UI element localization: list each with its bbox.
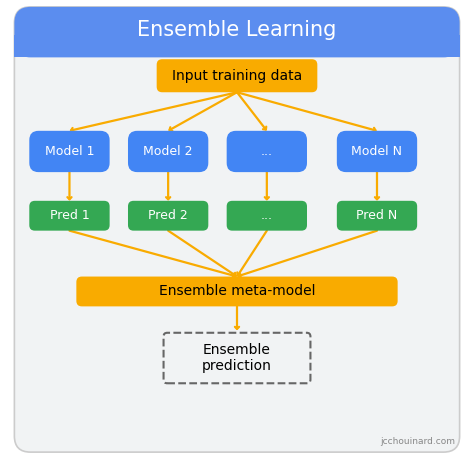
FancyBboxPatch shape — [29, 201, 109, 231]
Text: Ensemble Learning: Ensemble Learning — [137, 20, 337, 39]
Bar — [14, 35, 460, 57]
Text: Pred 1: Pred 1 — [50, 209, 89, 222]
Text: ...: ... — [261, 145, 273, 158]
FancyBboxPatch shape — [227, 131, 307, 172]
Text: ...: ... — [261, 209, 273, 222]
FancyBboxPatch shape — [14, 7, 460, 452]
FancyBboxPatch shape — [128, 131, 208, 172]
Text: Ensemble
prediction: Ensemble prediction — [202, 343, 272, 373]
Text: Pred N: Pred N — [356, 209, 398, 222]
FancyBboxPatch shape — [227, 201, 307, 231]
FancyBboxPatch shape — [157, 59, 317, 92]
Text: Model 2: Model 2 — [144, 145, 193, 158]
Text: Model N: Model N — [352, 145, 402, 158]
FancyBboxPatch shape — [76, 276, 398, 307]
Text: Ensemble meta-model: Ensemble meta-model — [159, 285, 315, 298]
FancyBboxPatch shape — [14, 7, 460, 57]
FancyBboxPatch shape — [164, 333, 310, 383]
Text: Input training data: Input training data — [172, 69, 302, 83]
Text: Model 1: Model 1 — [45, 145, 94, 158]
Text: Pred 2: Pred 2 — [148, 209, 188, 222]
FancyBboxPatch shape — [128, 201, 208, 231]
FancyBboxPatch shape — [337, 131, 417, 172]
FancyBboxPatch shape — [29, 131, 109, 172]
FancyBboxPatch shape — [337, 201, 417, 231]
Text: jcchouinard.com: jcchouinard.com — [380, 437, 455, 446]
